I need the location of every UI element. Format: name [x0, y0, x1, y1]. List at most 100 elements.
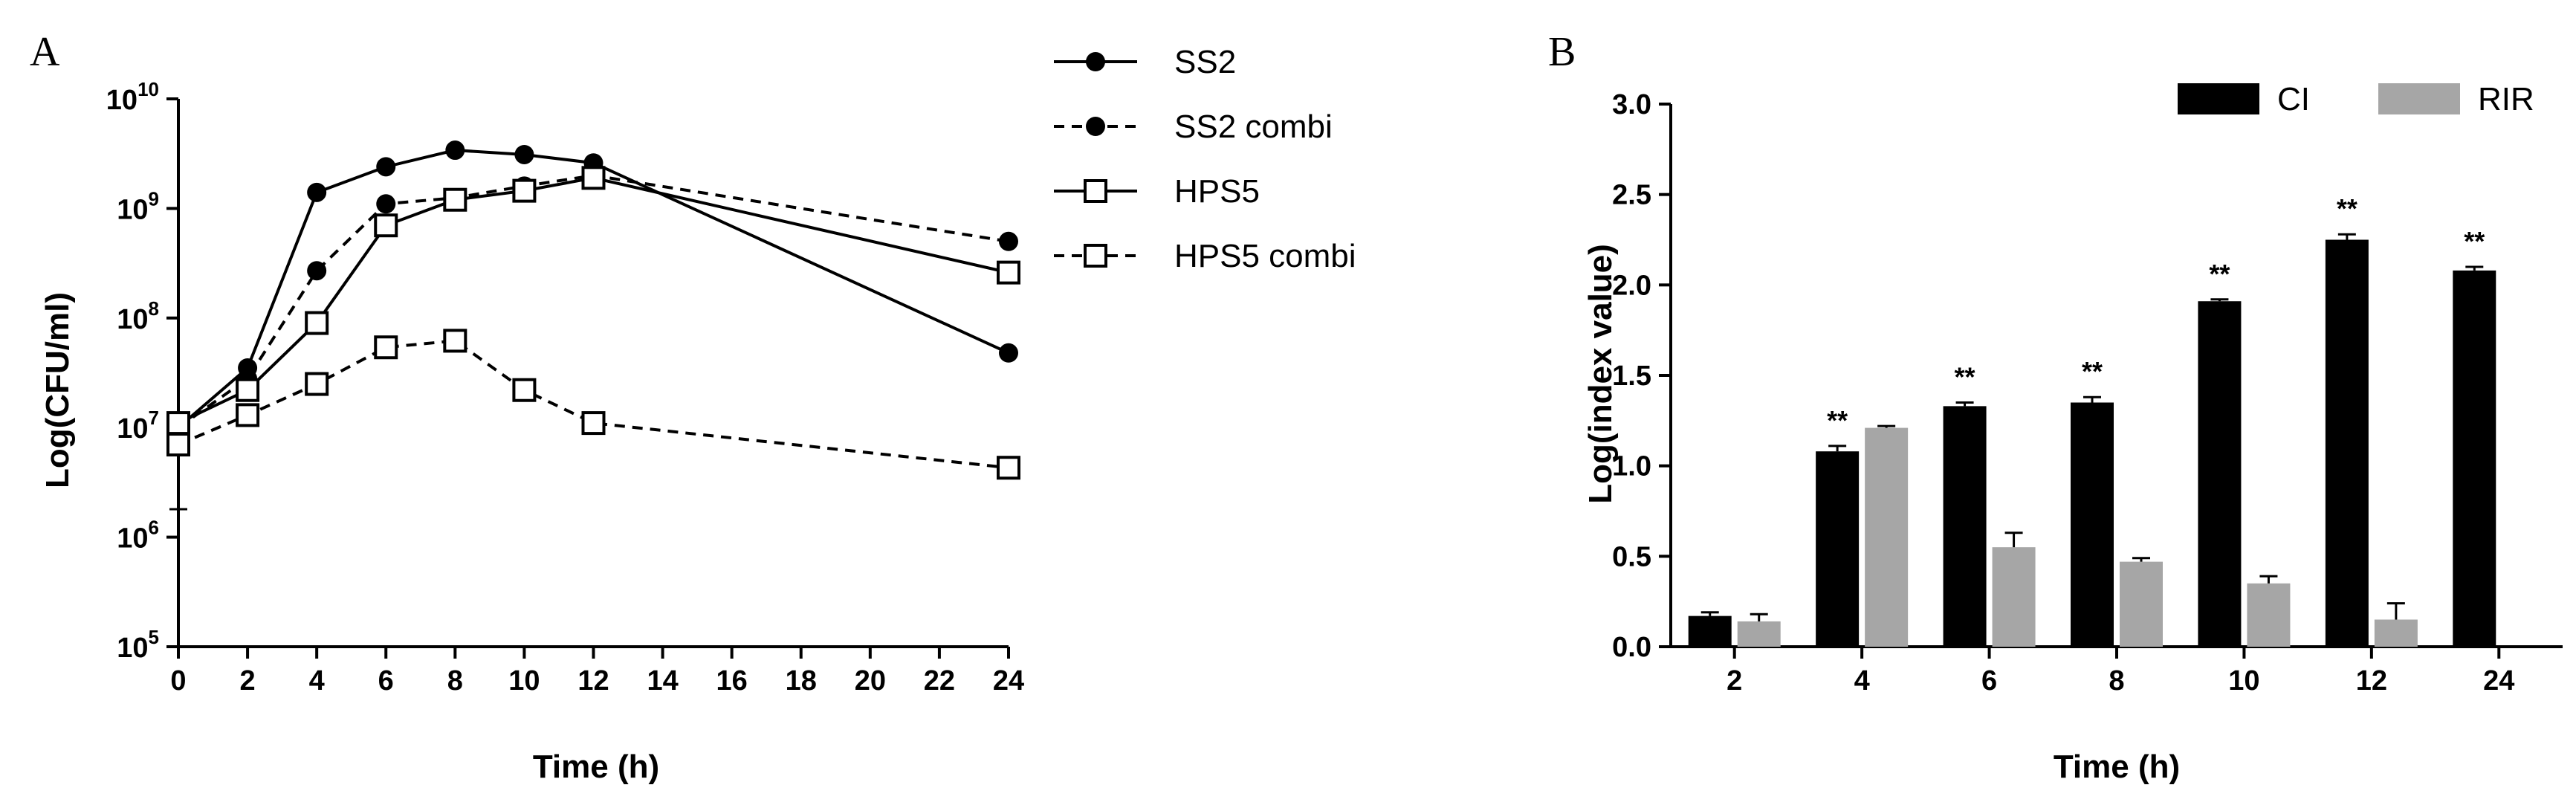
- chart-b-bar-rir: [2247, 583, 2291, 647]
- chart-a-y-tick-label: 1010: [106, 78, 159, 116]
- chart-a-x-tick-label: 2: [240, 665, 256, 697]
- chart-b-legend: CI RIR: [2178, 81, 2534, 117]
- legend-swatch: [2378, 83, 2460, 114]
- chart-a-xlabel: Time (h): [533, 749, 659, 785]
- chart-a-point: [376, 157, 396, 177]
- chart-b-bar-ci: [2071, 402, 2114, 647]
- chart-a-series-2: [166, 166, 1020, 436]
- chart-b-bars: ** ** ** ** ** **: [1688, 193, 2496, 647]
- chart-a-point: [374, 335, 398, 360]
- chart-b-xlabel: Time (h): [2054, 749, 2180, 785]
- panel-letter-b: B: [1548, 29, 1576, 75]
- legend-label: SS2 combi: [1174, 109, 1333, 145]
- chart-a-point: [236, 378, 260, 402]
- legend-marker: [1084, 179, 1107, 203]
- chart-a-x-tick-label: 10: [508, 665, 540, 697]
- chart-b-x-tick-label: 24: [2483, 665, 2514, 697]
- chart-a-point: [307, 182, 327, 202]
- chart-b-y-tick-label: 0.0: [1612, 632, 1651, 663]
- chart-a-point: [374, 213, 398, 238]
- chart-b-bar-ci: [2325, 239, 2369, 647]
- chart-b-y-tick-label: 1.0: [1612, 451, 1651, 482]
- legend-marker: [1086, 52, 1105, 71]
- chart-b-bar-ci: [1943, 406, 1987, 647]
- legend-label: CI: [2277, 81, 2310, 117]
- chart-a-x-tick-label: 22: [924, 665, 955, 697]
- chart-a-point: [997, 456, 1020, 480]
- chart-a-legend-item-2: HPS5: [1054, 173, 1260, 210]
- chart-a-series-line: [178, 176, 1009, 424]
- chart-b-bar-ci: [2453, 270, 2496, 647]
- chart-b-x-tick-label: 12: [2356, 665, 2387, 697]
- chart-b-bar-ci: [2198, 301, 2242, 647]
- chart-a-x-tick-label: 6: [378, 665, 394, 697]
- chart-b-bar-rir: [2374, 619, 2418, 647]
- chart-b-significance-label: **: [1955, 362, 1975, 392]
- chart-a-x-tick-label: 4: [309, 665, 325, 697]
- chart-a-x-tick-label: 14: [647, 665, 678, 697]
- chart-a-x-tick-label: 24: [993, 665, 1024, 697]
- chart-a-series: [166, 140, 1020, 511]
- legend-label: HPS5: [1174, 173, 1260, 210]
- panel-letter-a: A: [30, 29, 60, 75]
- legend-label: RIR: [2478, 81, 2534, 117]
- chart-b-x-tick-label: 10: [2228, 665, 2259, 697]
- chart-b-significance-label: **: [2337, 193, 2357, 224]
- chart-a-point: [512, 178, 537, 203]
- chart-b-significance-label: **: [1827, 405, 1848, 436]
- chart-a-ylabel: Log(CFU/ml): [39, 292, 76, 488]
- chart-a-point: [999, 343, 1018, 363]
- chart-a-series-line: [177, 149, 1009, 429]
- chart-b-ylabel: Log(index value): [1582, 244, 1619, 504]
- chart-a-y-tick-label: 107: [117, 407, 159, 445]
- chart-a-legend-item-1: SS2 combi: [1054, 109, 1333, 145]
- chart-b-x-tick-label: 2: [1726, 665, 1742, 697]
- chart-b-bar-rir: [2120, 561, 2163, 647]
- chart-a-x-tick-label: 12: [577, 665, 609, 697]
- legend-swatch: [2178, 83, 2259, 114]
- chart-b-y-tick-label: 0.5: [1612, 541, 1651, 572]
- chart-a-point: [307, 261, 327, 281]
- chart-a-point: [581, 411, 606, 436]
- chart-a-x-tick-label: 18: [786, 665, 817, 697]
- chart-a-y-tick-label: 106: [117, 517, 159, 555]
- legend-label: HPS5 combi: [1174, 238, 1356, 274]
- legend-label: SS2: [1174, 44, 1236, 80]
- chart-a-y-tick-label: 108: [117, 297, 159, 335]
- chart-a-point: [305, 372, 329, 396]
- chart-b-bar-ci: [1816, 451, 1860, 647]
- chart-b-y-tick-label: 2.0: [1612, 270, 1651, 301]
- chart-b-x-tick-label: 4: [1854, 665, 1870, 697]
- chart-b-legend-item-1: RIR: [2378, 81, 2534, 117]
- chart-a-point: [512, 378, 537, 402]
- chart-a-series-line: [177, 174, 1009, 429]
- chart-a-x-tick-label: 8: [447, 665, 463, 697]
- chart-a-point: [443, 187, 467, 212]
- chart-a-point: [166, 433, 190, 457]
- chart-a-series-3: [166, 329, 1020, 511]
- chart-b-significance-label: **: [2209, 259, 2230, 289]
- chart-a-legend: SS2 SS2 combi HPS5 HPS5 combi: [1054, 44, 1356, 274]
- chart-a-point: [581, 166, 606, 190]
- chart-a-x-tick-label: 20: [855, 665, 886, 697]
- chart-b-bar-ci: [1688, 615, 1732, 647]
- chart-b-bar-rir: [1737, 621, 1781, 647]
- legend-marker: [1084, 244, 1107, 268]
- chart-a-point: [236, 403, 260, 427]
- chart-a-point: [443, 329, 467, 353]
- chart-b-x-tick-label: 8: [2109, 665, 2124, 697]
- chart-a-point: [166, 411, 190, 436]
- chart-a-y-tick-label: 105: [117, 626, 159, 664]
- chart-b-bar-rir: [1992, 547, 2036, 647]
- chart-a: 0 2 4 6 8 10 12 14 16 18 20 22 241051061071081091010…: [39, 78, 1024, 785]
- chart-a-legend-item-0: SS2: [1054, 44, 1236, 80]
- chart-b-y-tick-label: 2.5: [1612, 180, 1651, 211]
- chart-a-x-tick-label: 0: [170, 665, 186, 697]
- chart-a-point: [376, 194, 396, 214]
- chart-a-series-line: [178, 339, 1009, 470]
- chart-a-point: [445, 140, 465, 161]
- chart-b-y-tick-label: 1.5: [1612, 361, 1651, 392]
- chart-b-bar-rir: [1865, 427, 1909, 647]
